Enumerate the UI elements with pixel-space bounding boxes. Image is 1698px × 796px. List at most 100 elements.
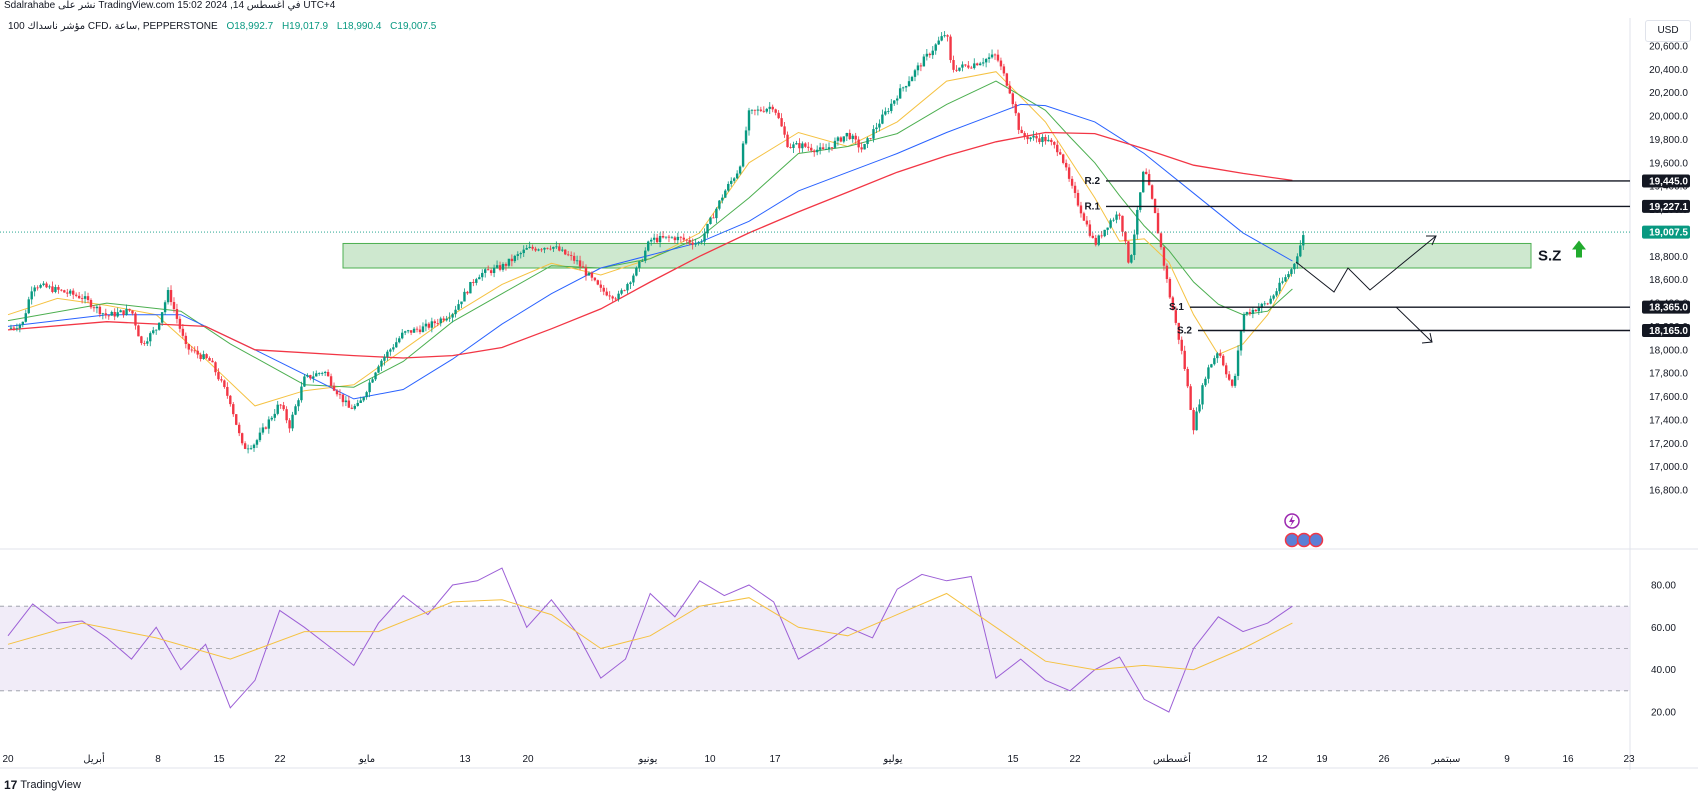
candle[interactable] <box>593 277 597 282</box>
candle[interactable] <box>45 281 48 289</box>
candle[interactable] <box>1144 168 1148 175</box>
candle[interactable] <box>451 312 454 323</box>
candle[interactable] <box>925 49 929 61</box>
moving-average-line-1[interactable] <box>7 71 1293 407</box>
candle[interactable] <box>294 404 297 416</box>
candle[interactable] <box>555 241 558 250</box>
candle[interactable] <box>581 261 585 268</box>
candle[interactable] <box>318 372 321 376</box>
candle[interactable] <box>1053 141 1056 149</box>
candle[interactable] <box>836 136 840 146</box>
candle[interactable] <box>833 137 837 149</box>
candle[interactable] <box>264 426 268 430</box>
candle[interactable] <box>98 304 102 318</box>
candle[interactable] <box>810 143 813 153</box>
candle[interactable] <box>978 61 982 66</box>
candle[interactable] <box>1038 134 1041 145</box>
candle[interactable] <box>697 241 700 246</box>
candle[interactable] <box>682 233 685 242</box>
moving-average-line-4[interactable] <box>7 131 1293 359</box>
candle[interactable] <box>383 354 386 366</box>
candle[interactable] <box>1041 134 1044 147</box>
candle[interactable] <box>1150 184 1154 200</box>
candle[interactable] <box>658 232 662 248</box>
candle[interactable] <box>143 340 146 346</box>
candle[interactable] <box>1165 263 1169 283</box>
candle[interactable] <box>750 109 754 115</box>
candle[interactable] <box>86 292 90 303</box>
candle[interactable] <box>519 251 522 259</box>
candle[interactable] <box>1299 240 1302 258</box>
candle[interactable] <box>1136 205 1139 240</box>
candle[interactable] <box>475 277 478 286</box>
candle[interactable] <box>309 374 312 381</box>
candle[interactable] <box>66 288 69 298</box>
candle[interactable] <box>943 31 946 38</box>
candle[interactable] <box>647 240 650 252</box>
candle[interactable] <box>777 110 780 120</box>
candle[interactable] <box>901 86 905 92</box>
candle[interactable] <box>928 52 932 58</box>
candle[interactable] <box>63 289 66 293</box>
candle[interactable] <box>649 237 653 246</box>
candle[interactable] <box>1017 112 1020 135</box>
candle[interactable] <box>1195 407 1198 431</box>
candle[interactable] <box>1233 373 1237 388</box>
candle[interactable] <box>1180 336 1183 355</box>
candle[interactable] <box>1026 132 1029 144</box>
candle[interactable] <box>92 305 96 312</box>
candle[interactable] <box>469 281 472 294</box>
candle[interactable] <box>1147 169 1151 186</box>
candle[interactable] <box>783 122 786 138</box>
candle[interactable] <box>688 236 691 246</box>
candle[interactable] <box>869 138 872 140</box>
candle[interactable] <box>1248 308 1252 316</box>
candle[interactable] <box>1207 364 1210 384</box>
candle[interactable] <box>510 254 514 267</box>
candle[interactable] <box>884 107 887 116</box>
candle[interactable] <box>1287 271 1290 280</box>
candle[interactable] <box>774 108 777 116</box>
candle[interactable] <box>211 358 214 363</box>
candle[interactable] <box>1186 366 1189 389</box>
candle[interactable] <box>226 382 229 399</box>
candle[interactable] <box>860 142 863 153</box>
candle[interactable] <box>907 76 911 87</box>
candle[interactable] <box>445 315 448 322</box>
candle[interactable] <box>1293 263 1296 274</box>
candle[interactable] <box>807 142 810 151</box>
candle[interactable] <box>374 371 377 382</box>
candle[interactable] <box>359 396 362 404</box>
candle[interactable] <box>1177 322 1180 345</box>
candle[interactable] <box>448 312 451 322</box>
candle[interactable] <box>184 332 188 349</box>
candle[interactable] <box>685 238 688 245</box>
candle[interactable] <box>498 261 502 272</box>
candle[interactable] <box>513 254 517 263</box>
candle[interactable] <box>1260 302 1263 313</box>
candle[interactable] <box>798 138 801 153</box>
candle[interactable] <box>727 181 730 192</box>
candle[interactable] <box>952 55 955 73</box>
candle[interactable] <box>30 286 33 305</box>
candle[interactable] <box>406 329 410 334</box>
currency-button[interactable]: USD <box>1645 20 1691 42</box>
candle[interactable] <box>288 418 291 433</box>
candle[interactable] <box>801 141 804 153</box>
candle[interactable] <box>232 401 235 417</box>
candle[interactable] <box>890 99 893 114</box>
candle[interactable] <box>403 330 407 336</box>
candle[interactable] <box>744 126 748 145</box>
candle[interactable] <box>768 102 771 115</box>
candle[interactable] <box>439 316 442 327</box>
candle[interactable] <box>1088 220 1092 238</box>
candle[interactable] <box>1103 229 1106 238</box>
candle[interactable] <box>718 200 721 211</box>
candle[interactable] <box>1035 132 1038 143</box>
candle[interactable] <box>472 279 475 287</box>
candle[interactable] <box>1073 181 1077 199</box>
candle[interactable] <box>350 404 354 410</box>
candle[interactable] <box>326 369 330 377</box>
candle[interactable] <box>229 394 232 407</box>
candle[interactable] <box>152 326 155 335</box>
